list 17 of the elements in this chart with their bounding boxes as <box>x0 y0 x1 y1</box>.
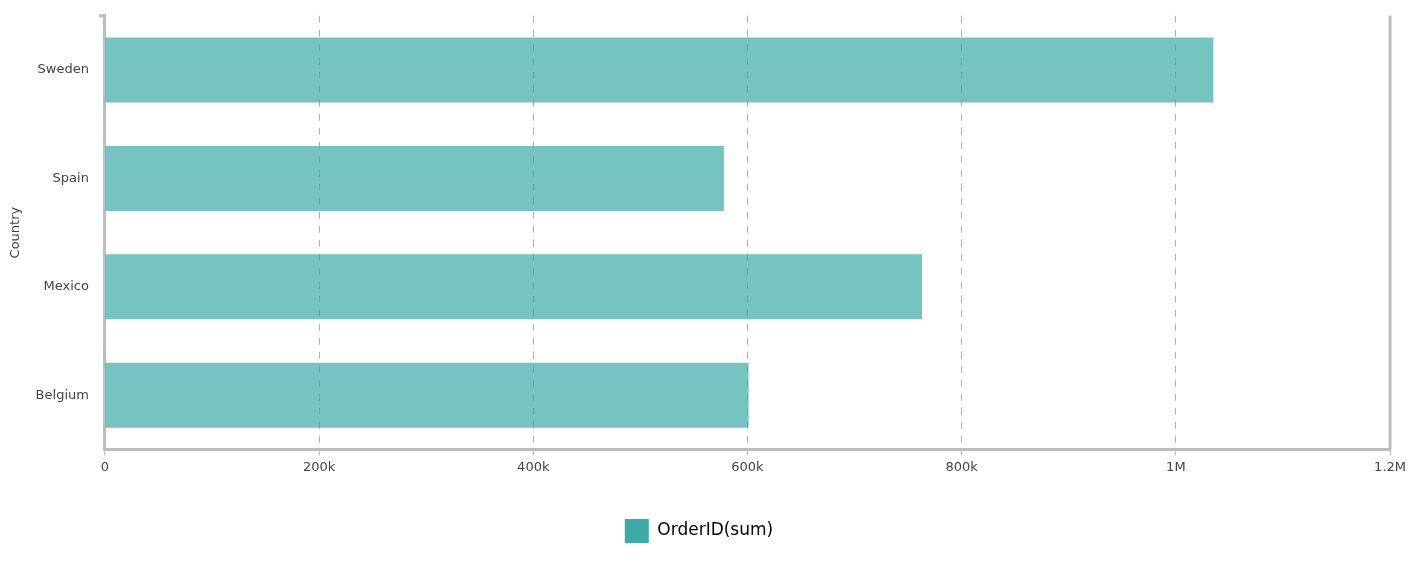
y-tick-label: Sweden <box>37 61 89 77</box>
x-tick-label: 800k <box>945 458 979 474</box>
y-axis-title: Country <box>7 206 23 259</box>
x-tick-label: 200k <box>302 458 336 474</box>
bar <box>105 37 1214 103</box>
x-tick-label: 1.2M <box>1374 458 1406 474</box>
y-tick-label: Spain <box>52 169 89 185</box>
bar <box>105 145 724 211</box>
y-tick-label: Belgium <box>35 386 89 402</box>
y-tick-label: Mexico <box>43 278 89 294</box>
x-tick-label: 0 <box>100 458 110 474</box>
bar <box>105 362 749 428</box>
x-tick-label: 400k <box>517 458 550 474</box>
legend-label: OrderID(sum) <box>657 519 774 540</box>
x-tick-label: 600k <box>731 458 765 474</box>
x-tick-label: 1M <box>1166 458 1186 474</box>
bar <box>105 254 923 320</box>
